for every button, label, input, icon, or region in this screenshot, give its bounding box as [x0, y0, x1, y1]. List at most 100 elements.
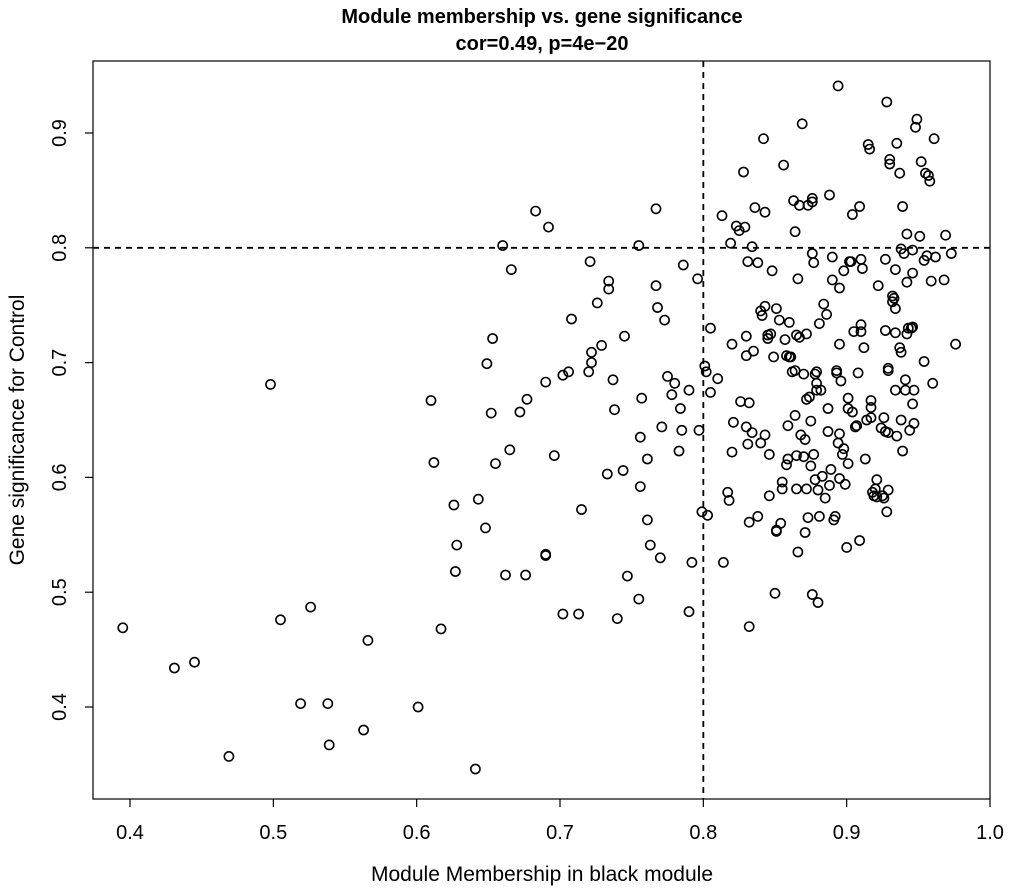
x-tick-label: 0.7: [546, 822, 574, 844]
data-point: [822, 426, 834, 437]
data-point: [881, 506, 893, 518]
data-point: [826, 274, 838, 286]
data-point: [768, 351, 779, 363]
x-axis-label: Module Membership in black module: [371, 863, 713, 886]
y-axis-label: Gene significance for Control: [6, 295, 29, 566]
data-point: [806, 248, 818, 259]
data-point: [168, 662, 180, 674]
data-point: [752, 511, 764, 522]
data-point: [785, 351, 797, 363]
data-point: [865, 412, 877, 424]
data-point: [857, 263, 868, 274]
data-point: [487, 333, 498, 344]
data-point: [654, 552, 666, 564]
data-point: [275, 614, 286, 626]
data-point: [749, 202, 761, 213]
data-point: [897, 201, 908, 212]
data-point: [733, 225, 745, 236]
data-point: [480, 522, 491, 534]
data-point: [894, 167, 906, 179]
y-tick-label: 0.6: [49, 463, 71, 491]
data-point: [811, 384, 822, 396]
data-point: [792, 546, 804, 558]
data-point: [789, 409, 801, 421]
data-point: [907, 267, 918, 279]
data-point: [832, 80, 844, 92]
data-point: [801, 483, 812, 495]
data-point: [799, 527, 811, 538]
data-point: [927, 377, 939, 389]
data-point: [759, 206, 771, 218]
chart-subtitle: cor=0.49, p=4e−20: [456, 33, 629, 55]
data-point: [295, 698, 306, 709]
data-point: [742, 438, 754, 450]
data-point: [677, 259, 689, 271]
data-point: [882, 484, 894, 496]
data-point: [696, 506, 708, 518]
data-point: [485, 407, 497, 419]
data-point: [412, 701, 424, 713]
x-tick-label: 0.6: [403, 822, 431, 844]
y-axis: 0.4 0.5 0.6 0.7 0.8 0.9: [49, 119, 93, 721]
data-point: [805, 460, 817, 472]
data-point: [611, 613, 623, 624]
data-point: [880, 253, 891, 265]
data-point: [735, 396, 746, 407]
data-point: [864, 143, 875, 155]
data-point: [705, 386, 716, 398]
data-point: [189, 656, 200, 668]
data-point: [923, 170, 934, 181]
data-point: [880, 325, 891, 336]
data-point: [791, 329, 802, 341]
data-point: [586, 346, 597, 358]
data-point: [859, 453, 871, 465]
data-point: [905, 322, 917, 334]
data-point: [814, 318, 825, 329]
x-tick-label: 0.8: [689, 822, 717, 844]
data-point: [740, 421, 752, 433]
data-point: [425, 395, 437, 406]
data-point: [918, 356, 930, 367]
data-point: [700, 366, 712, 378]
data-point: [358, 724, 369, 736]
data-point: [676, 424, 688, 436]
data-point: [759, 429, 771, 441]
data-point: [740, 330, 752, 342]
data-point: [791, 450, 802, 461]
data-point: [633, 593, 645, 605]
data-point: [322, 698, 334, 709]
data-point: [865, 395, 877, 406]
data-point: [739, 221, 751, 233]
y-tick-label: 0.7: [49, 349, 71, 377]
data-point: [890, 327, 901, 339]
data-point: [855, 326, 867, 337]
data-point: [783, 316, 795, 328]
data-point: [748, 345, 759, 357]
data-point: [890, 384, 901, 396]
data-point: [871, 491, 883, 503]
data-point: [540, 376, 552, 388]
data-point: [775, 517, 787, 529]
data-point: [801, 328, 812, 340]
data-point: [878, 412, 890, 424]
data-point: [887, 290, 898, 302]
data-point: [838, 443, 850, 455]
data-point: [634, 481, 646, 492]
chart-title: Module membership vs. gene significance: [341, 6, 742, 28]
data-point: [928, 133, 940, 145]
data-point: [609, 404, 620, 416]
data-point: [798, 368, 810, 380]
data-point: [617, 465, 629, 476]
data-point: [834, 473, 845, 484]
data-point: [566, 313, 577, 325]
data-point: [815, 384, 827, 396]
data-point: [884, 153, 896, 165]
data-point: [838, 265, 850, 277]
data-point: [811, 366, 822, 378]
data-point: [771, 303, 782, 314]
data-point: [652, 302, 663, 313]
plot-frame: [92, 60, 991, 800]
data-point: [881, 96, 893, 108]
data-point: [890, 303, 901, 314]
data-point: [908, 417, 920, 429]
